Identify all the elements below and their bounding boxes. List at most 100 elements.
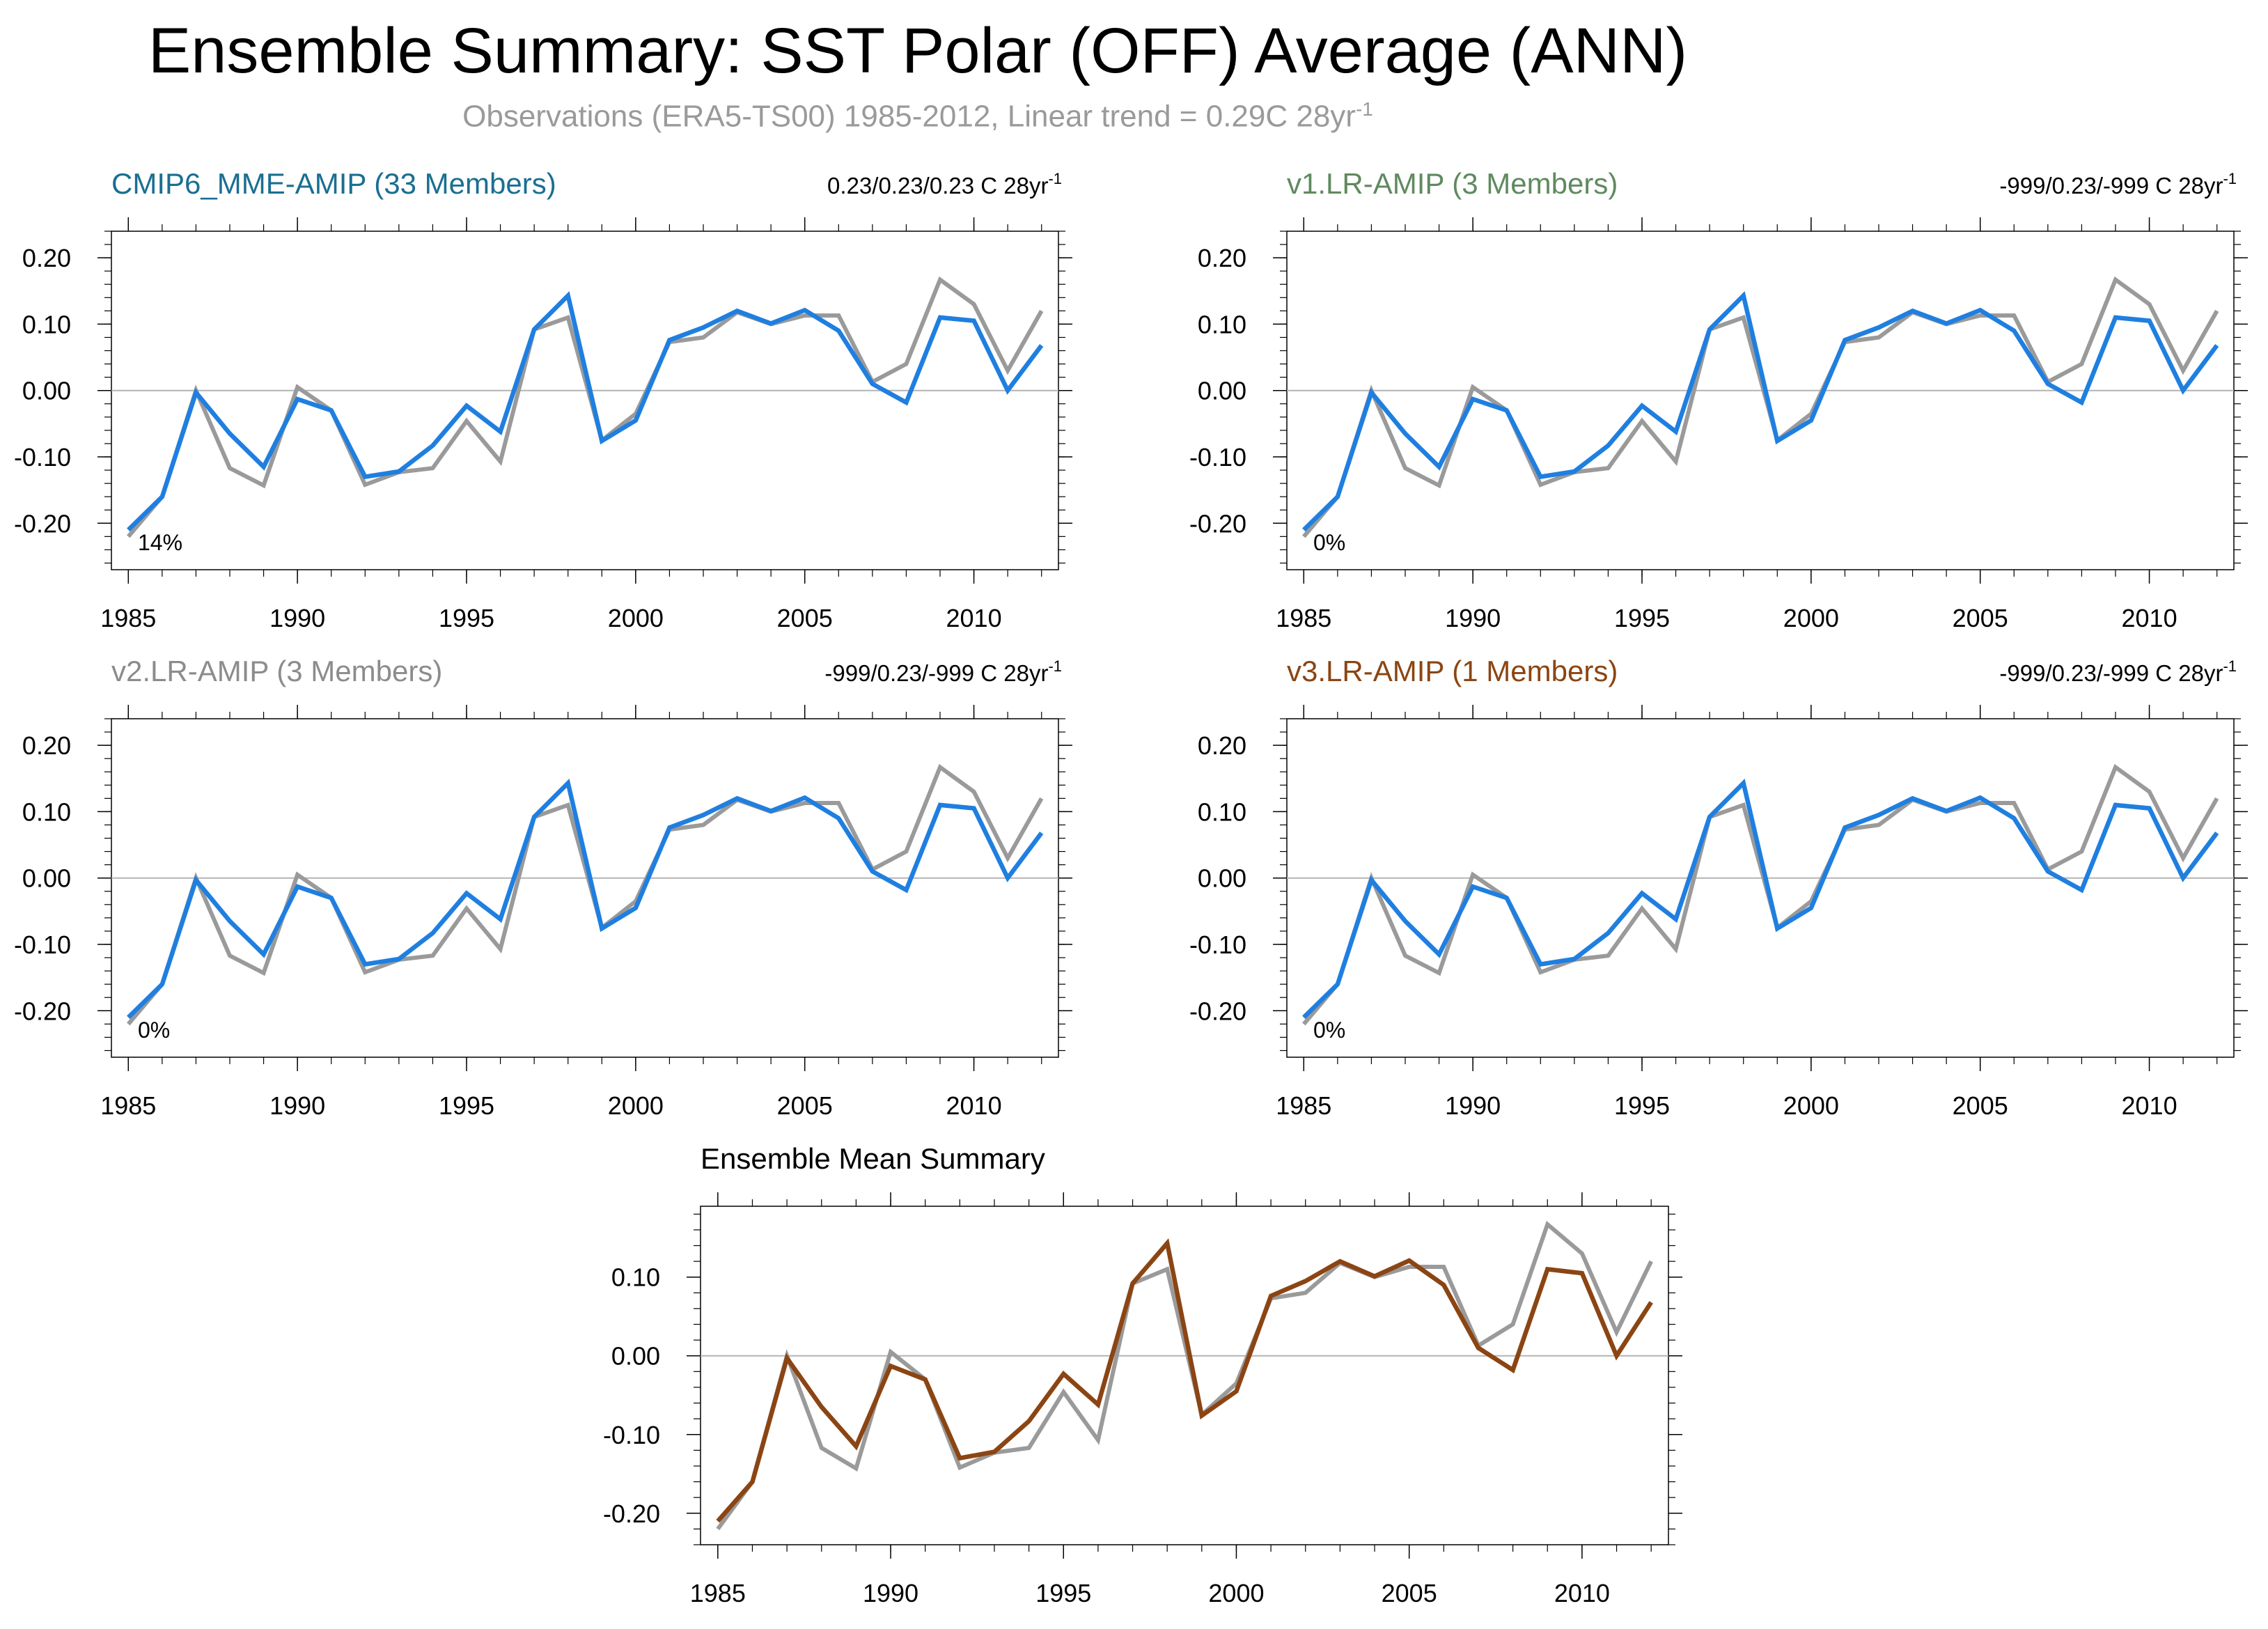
y-tick-label: 0.00: [1198, 377, 1246, 405]
trend-label-text: -999/0.23/-999 C 28yr: [824, 660, 1048, 686]
trend-label-text: -999/0.23/-999 C 28yr: [1999, 173, 2223, 198]
panel-title: v1.LR-AMIP (3 Members): [1287, 167, 1618, 200]
y-tick-label: 0.00: [22, 377, 71, 405]
panel-title: v2.LR-AMIP (3 Members): [111, 655, 442, 687]
y-tick-label: 0.10: [611, 1263, 660, 1292]
trend-label: 0.23/0.23/0.23 C 28yr-1: [827, 170, 1062, 198]
x-tick-label: 1990: [863, 1579, 918, 1607]
y-tick-label: 0.20: [22, 731, 71, 760]
x-tick-label: 1990: [1445, 1091, 1501, 1120]
observation-series-line: [1302, 276, 2219, 538]
x-tick-label: 2000: [1783, 1091, 1839, 1120]
x-tick-label: 1985: [100, 1091, 156, 1120]
x-tick-label: 2005: [1382, 1579, 1437, 1607]
y-tick-label: -0.10: [603, 1421, 660, 1449]
trend-label-superscript: -1: [2223, 657, 2237, 675]
observation-series-line: [127, 276, 1044, 538]
x-tick-label: 1990: [1445, 604, 1501, 632]
x-tick-label: 1985: [690, 1579, 746, 1607]
y-tick-label: -0.20: [1189, 997, 1246, 1025]
x-tick-label: 1985: [1276, 1091, 1331, 1120]
plot-frame: [111, 718, 1059, 1058]
chart-panel-5: 1985 1990 1995 2000 2005 2010 -0.20 -0.10 0.00 0.…: [603, 1142, 1682, 1607]
panel-title: CMIP6_MME-AMIP (33 Members): [111, 167, 556, 200]
x-tick-label: 2010: [1554, 1579, 1610, 1607]
trend-label-superscript: -1: [1048, 657, 1062, 675]
y-tick-label: 0.00: [611, 1342, 660, 1371]
x-tick-label: 1995: [1614, 604, 1670, 632]
plot-frame: [1286, 231, 2235, 570]
x-tick-label: 2000: [1783, 604, 1839, 632]
subtitle-superscript: -1: [1355, 98, 1373, 120]
trend-label: -999/0.23/-999 C 28yr-1: [1999, 657, 2237, 686]
y-tick-label: 0.10: [22, 797, 71, 826]
y-tick-label: 0.00: [22, 864, 71, 893]
chart-panel-1: 1985 1990 1995 2000 2005 2010 -0.20 -0.10 0.00 0.…: [14, 167, 1072, 632]
y-tick-label: 0.00: [1198, 864, 1246, 893]
y-tick-label: 0.20: [1198, 731, 1246, 760]
plot-frame: [700, 1206, 1669, 1545]
figure-title: Ensemble Summary: SST Polar (OFF) Averag…: [148, 15, 1688, 86]
trend-label-superscript: -1: [2223, 170, 2237, 187]
observation-series-line: [1302, 763, 2219, 1026]
observation-series-line: [716, 1220, 1653, 1531]
chart-panel-3: 1985 1990 1995 2000 2005 2010 -0.20 -0.10 0.00 0.…: [14, 655, 1072, 1120]
trend-label: -999/0.23/-999 C 28yr-1: [824, 657, 1062, 686]
trend-label-text: -999/0.23/-999 C 28yr: [1999, 660, 2223, 686]
chart-panel-2: 1985 1990 1995 2000 2005 2010 -0.20 -0.10 0.00 0.…: [1189, 167, 2248, 632]
x-tick-label: 2005: [777, 1091, 833, 1120]
x-tick-label: 1995: [439, 604, 494, 632]
y-tick-label: 0.10: [1198, 797, 1246, 826]
y-tick-label: -0.20: [603, 1499, 660, 1528]
model-series-line: [1302, 290, 2219, 532]
percent-label: 0%: [138, 1018, 170, 1043]
x-tick-label: 1985: [100, 604, 156, 632]
x-tick-label: 1995: [1614, 1091, 1670, 1120]
x-tick-label: 2005: [1953, 604, 2008, 632]
x-tick-label: 2000: [608, 1091, 664, 1120]
plot-frame: [1286, 718, 2235, 1058]
x-tick-label: 1985: [1276, 604, 1331, 632]
percent-label: 14%: [138, 530, 182, 555]
x-tick-label: 2010: [946, 604, 1002, 632]
y-tick-label: -0.10: [1189, 930, 1246, 959]
x-tick-label: 1990: [269, 1091, 325, 1120]
x-tick-label: 1995: [439, 1091, 494, 1120]
x-tick-label: 1990: [269, 604, 325, 632]
x-tick-label: 1995: [1035, 1579, 1091, 1607]
model-series-line: [1302, 778, 2219, 1020]
x-tick-label: 2000: [1208, 1579, 1264, 1607]
subtitle-text: Observations (ERA5-TS00) 1985-2012, Line…: [462, 99, 1356, 134]
y-tick-label: -0.10: [14, 930, 71, 959]
model-series-line: [127, 290, 1044, 532]
model-series-line: [716, 1238, 1653, 1523]
y-tick-label: -0.20: [14, 997, 71, 1025]
plot-frame: [111, 231, 1059, 570]
trend-label-superscript: -1: [1048, 170, 1062, 187]
x-tick-label: 2000: [608, 604, 664, 632]
y-tick-label: 0.10: [22, 310, 71, 338]
y-tick-label: 0.20: [1198, 244, 1246, 272]
panel-title: Ensemble Mean Summary: [701, 1142, 1045, 1175]
y-tick-label: 0.10: [1198, 310, 1246, 338]
x-tick-label: 2005: [1953, 1091, 2008, 1120]
y-tick-label: -0.20: [14, 509, 71, 538]
y-tick-label: 0.20: [22, 244, 71, 272]
x-tick-label: 2010: [2122, 1091, 2177, 1120]
trend-label: -999/0.23/-999 C 28yr-1: [1999, 170, 2237, 198]
panel-title: v3.LR-AMIP (1 Members): [1287, 655, 1618, 687]
trend-label-text: 0.23/0.23/0.23 C 28yr: [827, 173, 1048, 198]
model-series-line: [127, 778, 1044, 1020]
figure-subtitle: Observations (ERA5-TS00) 1985-2012, Line…: [0, 91, 1836, 136]
x-tick-label: 2010: [946, 1091, 1002, 1120]
x-tick-label: 2010: [2122, 604, 2177, 632]
chart-panel-4: 1985 1990 1995 2000 2005 2010 -0.20 -0.10 0.00 0.…: [1189, 655, 2248, 1120]
observation-series-line: [127, 763, 1044, 1026]
y-tick-label: -0.10: [1189, 443, 1246, 471]
x-tick-label: 2005: [777, 604, 833, 632]
y-tick-label: -0.10: [14, 443, 71, 471]
percent-label: 0%: [1313, 1018, 1345, 1043]
y-tick-label: -0.20: [1189, 509, 1246, 538]
percent-label: 0%: [1313, 530, 1345, 555]
